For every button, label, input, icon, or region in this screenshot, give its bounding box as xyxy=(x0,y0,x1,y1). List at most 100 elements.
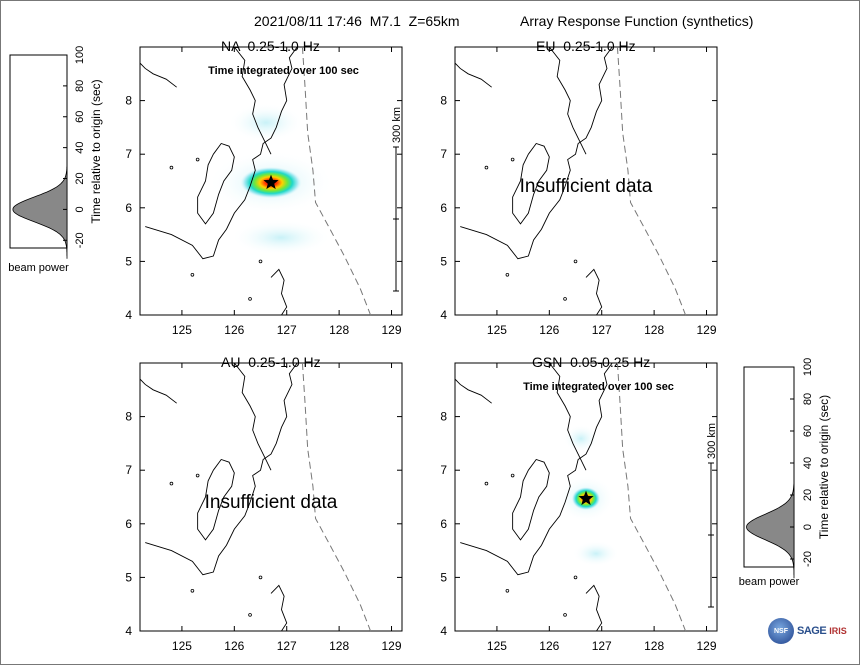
islet xyxy=(258,259,263,264)
beam-tick-label: 20 xyxy=(74,172,86,184)
beam-tick-label: 0 xyxy=(74,206,86,212)
x-tick-label: 128 xyxy=(644,639,664,653)
islet xyxy=(573,259,578,264)
map-panel-0 xyxy=(139,46,403,316)
response-halo xyxy=(230,219,332,256)
trench-line xyxy=(616,362,687,632)
trench-line xyxy=(301,46,372,316)
coastline xyxy=(548,362,587,471)
y-tick-label: 7 xyxy=(125,463,132,477)
y-tick-label: 8 xyxy=(440,410,447,424)
y-tick-label: 5 xyxy=(125,254,132,268)
beam-tick-label: 100 xyxy=(802,358,814,376)
response-halo xyxy=(228,103,304,142)
y-tick-label: 4 xyxy=(440,624,447,638)
beam-power-label: beam power xyxy=(739,576,800,588)
figure-subtitle: Array Response Function (synthetics) xyxy=(520,13,754,29)
islet xyxy=(248,297,252,301)
x-tick-label: 126 xyxy=(539,639,559,653)
islet xyxy=(190,272,195,277)
islet xyxy=(563,613,567,617)
y-tick-label: 5 xyxy=(125,570,132,584)
islet xyxy=(563,297,567,301)
beam-power-label: beam power xyxy=(8,262,69,274)
beam-tick-label: 60 xyxy=(74,111,86,123)
x-tick-label: 129 xyxy=(382,323,402,337)
coastline xyxy=(460,46,613,260)
beam-power-curve xyxy=(746,475,795,579)
y-tick-label: 8 xyxy=(440,94,447,108)
insufficient-data-message: Insufficient data xyxy=(520,176,653,197)
x-tick-label: 125 xyxy=(487,639,507,653)
beam-tick-label: 80 xyxy=(802,393,814,405)
coastline xyxy=(548,46,587,155)
islet xyxy=(258,575,263,580)
y-tick-label: 6 xyxy=(440,517,447,531)
beam-tick-label: 40 xyxy=(802,457,814,469)
islet xyxy=(169,481,174,486)
beam-power-inset-1 xyxy=(743,366,795,579)
y-tick-label: 7 xyxy=(440,463,447,477)
source-star-icon xyxy=(263,174,279,190)
logo-iris-text: IRIS xyxy=(829,626,847,636)
coastline xyxy=(454,378,492,404)
islet xyxy=(195,157,200,162)
x-tick-label: 128 xyxy=(644,323,664,337)
islet xyxy=(169,165,174,170)
y-tick-label: 7 xyxy=(125,147,132,161)
panel-au-title: AU 0.25-1.0 Hz xyxy=(221,354,321,370)
y-tick-label: 8 xyxy=(125,94,132,108)
coastline xyxy=(460,362,613,576)
x-tick-label: 127 xyxy=(592,323,612,337)
source-star-icon xyxy=(578,490,594,506)
islet xyxy=(484,165,489,170)
coastline xyxy=(512,458,550,541)
trench-line xyxy=(616,46,687,316)
map-panel-3 xyxy=(454,362,718,632)
islet xyxy=(505,272,510,277)
beam-tick-label: 20 xyxy=(802,489,814,501)
trench-line xyxy=(301,362,372,632)
y-tick-label: 5 xyxy=(440,254,447,268)
coastline xyxy=(585,584,603,632)
coastline xyxy=(270,268,288,316)
x-tick-label: 127 xyxy=(592,639,612,653)
coastline xyxy=(270,584,288,632)
beam-tick-label: 80 xyxy=(74,80,86,92)
map-frame xyxy=(454,362,718,632)
coastline xyxy=(512,142,550,225)
x-tick-label: 126 xyxy=(539,323,559,337)
islet xyxy=(505,588,510,593)
x-tick-label: 126 xyxy=(224,323,244,337)
coastline xyxy=(139,378,177,404)
y-tick-label: 6 xyxy=(125,517,132,531)
beam-power-inset-0 xyxy=(9,54,68,259)
response-halo xyxy=(563,424,599,453)
beam-tick-label: 60 xyxy=(802,425,814,437)
islet xyxy=(484,481,489,486)
x-tick-label: 125 xyxy=(487,323,507,337)
map-frame xyxy=(454,46,718,316)
panel-na-title: NA 0.25-1.0 Hz xyxy=(221,38,320,54)
x-tick-label: 129 xyxy=(697,639,717,653)
beam-tick-label: 0 xyxy=(802,524,814,530)
coastline xyxy=(233,362,272,471)
islet xyxy=(510,157,515,162)
y-tick-label: 4 xyxy=(125,308,132,322)
x-tick-label: 127 xyxy=(277,323,297,337)
y-tick-label: 8 xyxy=(125,410,132,424)
y-tick-label: 7 xyxy=(440,147,447,161)
x-tick-label: 129 xyxy=(382,639,402,653)
x-tick-label: 126 xyxy=(224,639,244,653)
response-halo xyxy=(572,540,620,567)
islet xyxy=(573,575,578,580)
coastline xyxy=(197,458,235,541)
islet xyxy=(248,613,252,617)
x-tick-label: 127 xyxy=(277,639,297,653)
beam-tick-label: -20 xyxy=(74,232,86,248)
map-panel-2 xyxy=(139,362,403,632)
beam-axis-label: Time relative to origin (sec) xyxy=(89,79,103,223)
panel-gsn-title: GSN 0.05-0.25 Hz xyxy=(532,354,651,370)
scale-bar-label: 300 km xyxy=(391,107,403,143)
islet xyxy=(195,473,200,478)
